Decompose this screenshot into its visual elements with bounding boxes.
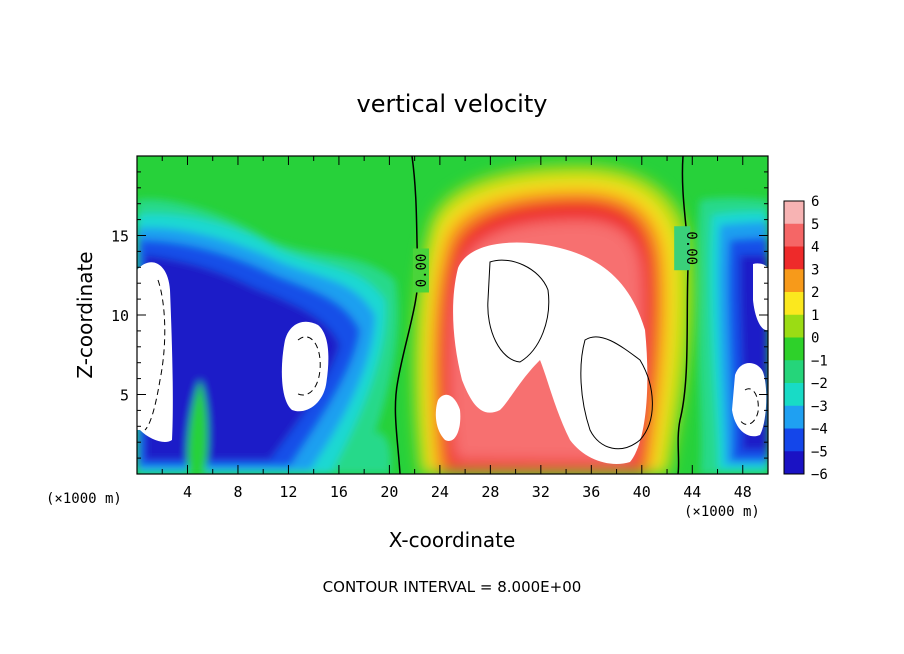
low-updraft-2 (356, 432, 391, 474)
x-tick-label: 32 (532, 483, 550, 501)
colorbar-band (784, 428, 804, 452)
neg-contour-mid (294, 336, 321, 396)
x-tick-label: 4 (183, 483, 192, 501)
colorbar-band (784, 223, 804, 247)
y-tick-label: 10 (111, 307, 129, 325)
colorbar-band (784, 246, 804, 270)
x-tick-label: 36 (582, 483, 600, 501)
chart-title: vertical velocity (357, 90, 548, 118)
colorbar-label: 1 (811, 308, 819, 324)
contour-label-bg (412, 248, 429, 293)
velocity-field: 0.00 0.00 (137, 156, 768, 474)
colorbar-label: −3 (811, 399, 828, 415)
downdraft-core-right (732, 363, 767, 437)
contour-interval-text: CONTOUR INTERVAL = 8.000E+00 (323, 578, 582, 596)
updraft-contour-b (580, 336, 653, 450)
y-axis-label: Z-coordinate (73, 251, 97, 378)
zero-contour-right (677, 156, 690, 474)
colorbar: 6 5 4 3 2 1 0 −1 −2 −3 −4 −5 −6 (783, 194, 828, 483)
x-tick-label: 24 (431, 483, 449, 501)
zero-contour-left (394, 156, 419, 474)
neg-contour-right (739, 388, 759, 425)
colorbar-band (784, 337, 804, 361)
updraft-core-small (435, 394, 461, 441)
downdraft-core-right-top (753, 263, 768, 331)
y-tick-label: 5 (120, 387, 129, 405)
x-tick-label: 8 (233, 483, 242, 501)
colorbar-label: 6 (811, 194, 819, 210)
x-unit-label-right: (×1000 m) (684, 504, 760, 520)
y-tick-label: 15 (111, 228, 129, 246)
colorbar-label: 0 (811, 331, 819, 347)
colorbar-label: 4 (811, 240, 819, 256)
colorbar-label: −2 (811, 376, 828, 392)
colorbar-band (784, 360, 804, 384)
downdraft-core-left (137, 262, 173, 442)
colorbar-band (784, 269, 804, 293)
x-unit-label: (×1000 m) (46, 491, 122, 507)
downdraft-core-mid (281, 321, 329, 412)
colorbar-band (784, 314, 804, 338)
colorbar-label: −5 (811, 444, 828, 460)
colorbar-label: 3 (811, 262, 819, 278)
colorbar-band (784, 383, 804, 407)
colorbar-label: 5 (811, 217, 819, 233)
x-tick-label: 20 (380, 483, 398, 501)
colorbar-band (784, 292, 804, 316)
contour-label: 0.00 (683, 231, 699, 265)
x-tick-label: 28 (481, 483, 499, 501)
neg-contour-left (144, 279, 166, 431)
x-tick-label: 12 (279, 483, 297, 501)
x-tick-label: 16 (330, 483, 348, 501)
x-tick-label: 48 (734, 483, 752, 501)
colorbar-label: −4 (811, 422, 828, 438)
colorbar-band (784, 451, 804, 475)
colorbar-frame (783, 200, 805, 475)
x-tick-label: 44 (683, 483, 701, 501)
colorbar-label: −1 (811, 353, 828, 369)
updraft-core-white (453, 242, 648, 464)
low-updraft-1 (187, 380, 208, 474)
updraft-contour-a (487, 259, 550, 363)
colorbar-band (784, 405, 804, 429)
colorbar-label: −6 (811, 467, 828, 483)
colorbar-label: 2 (811, 285, 819, 301)
contour-label-bg (674, 226, 691, 271)
x-axis-ticks: 4 8 12 16 20 24 28 32 36 40 44 48 (161, 156, 752, 501)
colorbar-band (784, 201, 804, 225)
contour-label: 0.00 (414, 254, 430, 288)
y-axis-ticks: 5 10 15 (111, 171, 768, 459)
x-axis-label: X-coordinate (389, 528, 516, 552)
x-tick-label: 40 (633, 483, 651, 501)
